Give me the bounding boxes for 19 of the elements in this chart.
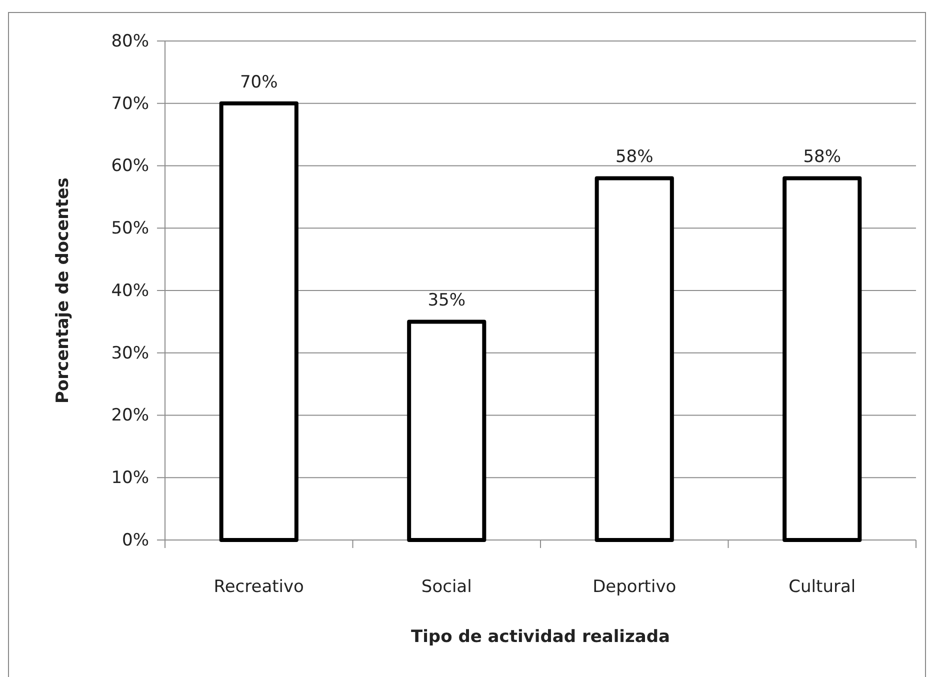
data-label: 58% xyxy=(615,147,654,168)
data-label: 58% xyxy=(803,147,842,168)
x-axis-title: Tipo de actividad realizada xyxy=(411,627,670,647)
y-tick-label: 70% xyxy=(111,94,149,114)
x-tick-label: Deportivo xyxy=(592,577,676,597)
x-tick-label: Recreativo xyxy=(214,577,304,597)
x-tick-label: Social xyxy=(421,577,472,597)
y-tick-label: 30% xyxy=(111,343,149,364)
y-tick-label: 80% xyxy=(111,31,149,52)
y-tick-label: 10% xyxy=(111,468,149,488)
y-tick-label: 40% xyxy=(111,280,149,301)
y-axis-title: Porcentaje de docentes xyxy=(53,177,73,404)
x-tick-label: Cultural xyxy=(788,577,856,597)
data-label: 70% xyxy=(240,72,278,92)
y-tick-label: 50% xyxy=(111,218,149,239)
data-label: 35% xyxy=(428,290,466,311)
y-tick-label: 60% xyxy=(111,156,149,176)
y-tick-label: 0% xyxy=(122,530,149,550)
y-tick-label: 20% xyxy=(111,406,149,426)
